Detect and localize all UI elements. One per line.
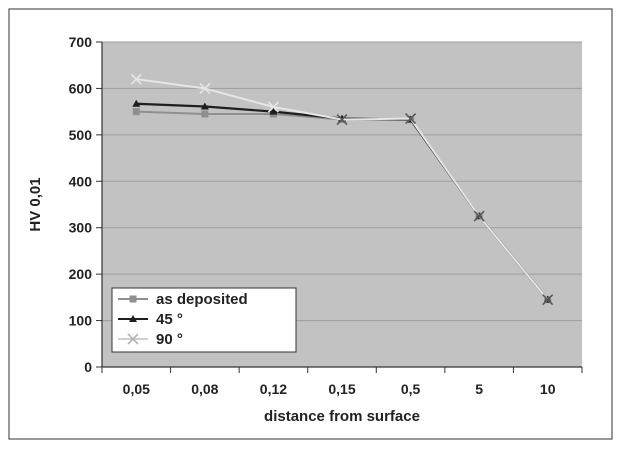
- data-point: [201, 110, 209, 118]
- x-tick-label: 0,15: [328, 381, 355, 397]
- x-tick-label: 0,05: [123, 381, 150, 397]
- y-axis-label: HV 0,01: [27, 177, 44, 231]
- y-tick-label: 500: [69, 127, 93, 143]
- y-tick-label: 300: [69, 220, 93, 236]
- legend-label: as deposited: [156, 291, 248, 308]
- data-point: [269, 107, 278, 115]
- y-tick-label: 0: [84, 359, 92, 375]
- data-point-overlay: [473, 210, 485, 222]
- axes: 0 100 200 300 400 500 600 700 0,05 0,08 0,12 0,15 0,…: [69, 34, 583, 397]
- data-point-overlay: [542, 294, 554, 306]
- x-tick-label: 0,5: [401, 381, 421, 397]
- legend-marker: [127, 333, 139, 345]
- data-point-overlay: [336, 113, 348, 126]
- data-point: [132, 99, 141, 107]
- data-point: [200, 102, 209, 110]
- legend: as deposited 45 ° 90 °: [111, 287, 297, 353]
- legend-label: 45 °: [156, 311, 183, 328]
- y-tick-label: 200: [69, 266, 93, 282]
- data-point: [267, 101, 279, 113]
- data-point: [132, 108, 140, 116]
- x-axis-label: distance from surface: [264, 408, 420, 425]
- data-point: [130, 73, 142, 85]
- data-point-overlay: [405, 113, 417, 125]
- series-layer: [130, 73, 554, 306]
- y-tick-label: 400: [69, 173, 93, 189]
- x-tick-label: 10: [540, 381, 556, 397]
- legend-marker: [129, 315, 137, 322]
- y-tick-label: 600: [69, 80, 93, 96]
- legend-label: 90 °: [156, 331, 183, 348]
- legend-marker: [129, 295, 137, 303]
- grid-lines: [102, 41, 582, 322]
- y-tick-label: 700: [69, 34, 93, 50]
- x-tick-label: 0,12: [260, 381, 287, 397]
- x-tick-label: 5: [475, 381, 483, 397]
- data-point: [199, 82, 211, 94]
- y-tick-label: 100: [69, 313, 93, 329]
- x-tick-label: 0,08: [191, 381, 218, 397]
